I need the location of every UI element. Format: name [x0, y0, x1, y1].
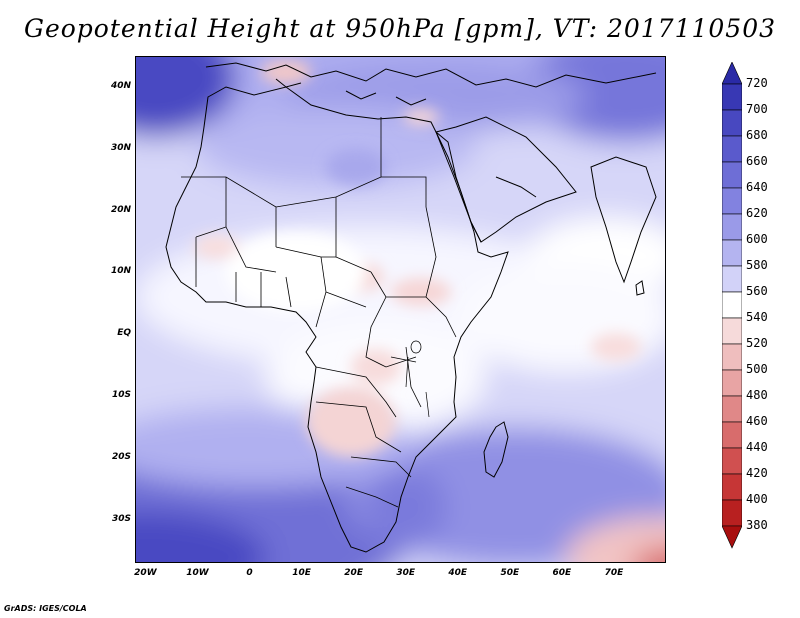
colorbar-box — [722, 135, 742, 163]
colorbar-box — [722, 421, 742, 449]
lat-label: 10N — [110, 266, 131, 277]
lakes — [405, 340, 430, 418]
colorbar-box — [722, 395, 742, 423]
colorbar-box — [722, 265, 742, 293]
colorbar-box — [722, 369, 742, 397]
lat-label: 10S — [111, 390, 131, 401]
grads-credit: GrADS: IGES/COLA — [4, 604, 87, 613]
lon-label: 0 — [246, 568, 253, 578]
colorbar-level-label: 380 — [746, 518, 768, 532]
lon-label: 50E — [500, 568, 520, 578]
colorbar-box — [722, 187, 742, 215]
height-field-shading — [136, 57, 665, 562]
lat-label: 20S — [111, 451, 131, 462]
lat-label: EQ — [117, 328, 131, 339]
lon-label: 10E — [292, 568, 311, 578]
colorbar-top-triangle — [722, 62, 742, 85]
colorbar-level-label: 560 — [746, 284, 768, 298]
colorbar-box — [722, 317, 742, 345]
colorbar-level-label: 420 — [746, 466, 768, 480]
colorbar-level-label: 440 — [746, 440, 768, 454]
africa-map — [136, 57, 665, 562]
lat-label: 30N — [110, 142, 131, 153]
colorbar-box — [722, 83, 742, 111]
colorbar-box — [722, 213, 742, 241]
lon-label: 70E — [604, 568, 624, 578]
country-borders — [181, 117, 457, 508]
map-title: Geopotential Height at 950hPa [gpm], VT:… — [23, 14, 777, 43]
colorbar-level-label: 700 — [746, 102, 768, 116]
colorbar-box — [722, 343, 742, 371]
colorbar-level-label: 500 — [746, 362, 768, 376]
colorbar-level-label: 620 — [746, 206, 768, 220]
colorbar-level-label: 400 — [746, 492, 768, 506]
colorbar-box — [722, 499, 742, 527]
lat-label: 20N — [110, 204, 131, 215]
colorbar-bottom-triangle — [722, 525, 742, 549]
colorbar-level-label: 660 — [746, 154, 768, 168]
colorbar-level-label: 540 — [746, 310, 768, 324]
colorbar-box — [722, 291, 742, 319]
colorbar-box — [722, 109, 742, 137]
lat-label: 40N — [110, 80, 131, 91]
colorbar-level-label: 580 — [746, 258, 768, 272]
lon-label: 30E — [396, 568, 416, 578]
colorbar-box — [722, 161, 742, 189]
lon-label: 20W — [134, 568, 157, 578]
lon-label: 60E — [552, 568, 572, 578]
colorbar-level-label: 600 — [746, 232, 768, 246]
lon-label: 10W — [186, 568, 209, 578]
coastlines — [165, 62, 657, 553]
colorbar-level-label: 680 — [746, 128, 768, 142]
lon-label: 20E — [344, 568, 363, 578]
colorbar-box — [722, 473, 742, 501]
colorbar-level-label: 640 — [746, 180, 768, 194]
colorbar-level-label: 480 — [746, 388, 768, 402]
map-panel — [135, 56, 666, 563]
colorbar-box — [722, 447, 742, 475]
colorbar — [722, 62, 742, 549]
colorbar-level-label: 520 — [746, 336, 768, 350]
colorbar-box — [722, 239, 742, 267]
colorbar-level-label: 720 — [746, 76, 768, 90]
colorbar-level-label: 460 — [746, 414, 768, 428]
lat-label: 30S — [111, 513, 131, 524]
lon-label: 40E — [448, 568, 468, 578]
